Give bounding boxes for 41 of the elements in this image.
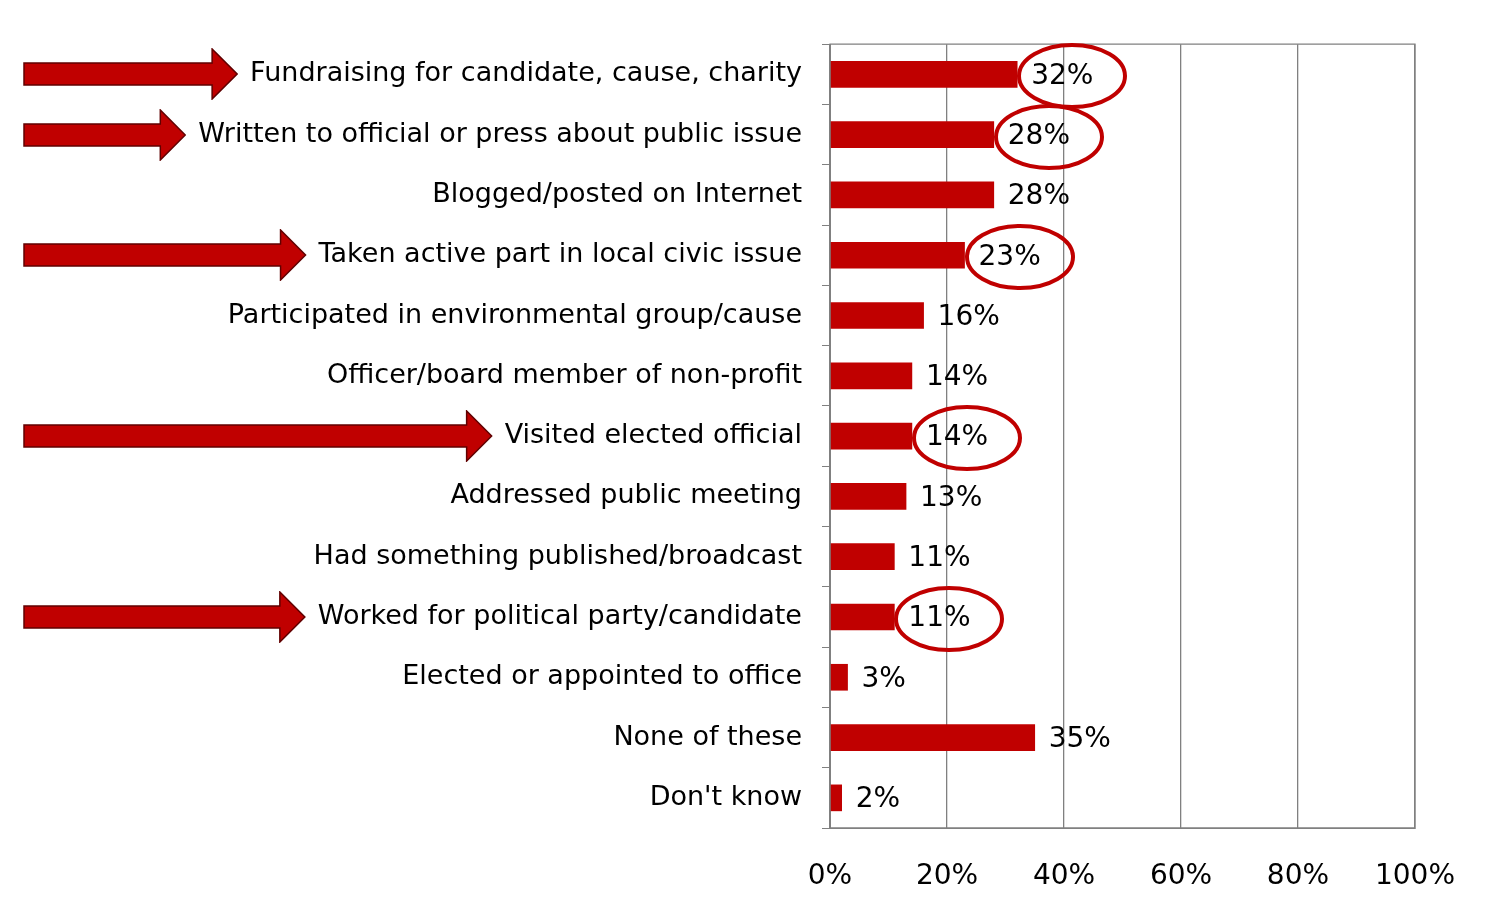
y-tick-label: Don't know (649, 779, 802, 811)
y-tick-label: Visited elected official (504, 418, 802, 450)
bar (830, 302, 924, 329)
x-tick-label: 100% (1374, 858, 1456, 892)
y-tick-label: Taken active part in local civic issue (317, 237, 802, 269)
y-tick-label: Fundraising for candidate, cause, charity (250, 56, 803, 88)
bar (830, 663, 848, 691)
bar (830, 181, 995, 209)
x-tick-label: 80% (1266, 858, 1330, 892)
data-label: 2% (855, 781, 901, 815)
bar (830, 483, 907, 510)
x-tick-label: 40% (1032, 858, 1096, 892)
y-tick-label: Officer/board member of non-profit (326, 357, 802, 389)
data-label: 35% (1048, 720, 1111, 754)
y-tick-label: Had something published/broadcast (313, 538, 802, 570)
bar (830, 724, 1036, 751)
y-tick-label: Written to official or press about public issue (198, 116, 802, 148)
data-label: 32% (1031, 57, 1094, 91)
data-label: 11% (908, 539, 971, 573)
y-tick-label: Blogged/posted on Internet (432, 176, 802, 208)
x-tick-label: 0% (807, 858, 853, 892)
data-label: 16% (937, 298, 1000, 332)
data-label: 3% (861, 660, 906, 694)
bar (830, 784, 843, 812)
y-tick-label: None of these (613, 719, 802, 751)
bar (830, 543, 895, 571)
data-label: 28% (1007, 178, 1071, 212)
data-label: 23% (978, 238, 1041, 272)
bar (830, 362, 913, 390)
data-label: 28% (1007, 117, 1071, 151)
data-label: 11% (908, 600, 971, 634)
y-tick-label: Addressed public meeting (450, 478, 802, 510)
bar (830, 603, 895, 631)
y-tick-label: Elected or appointed to office (402, 659, 802, 691)
y-tick-label: Participated in environmental group/cause (227, 297, 802, 329)
y-tick-label: Worked for political party/candidate (317, 598, 802, 630)
x-tick-label: 60% (1149, 858, 1213, 892)
data-label: 13% (920, 479, 983, 513)
data-label: 14% (925, 359, 989, 393)
data-label: 14% (925, 419, 989, 453)
x-tick-label: 20% (915, 858, 979, 892)
